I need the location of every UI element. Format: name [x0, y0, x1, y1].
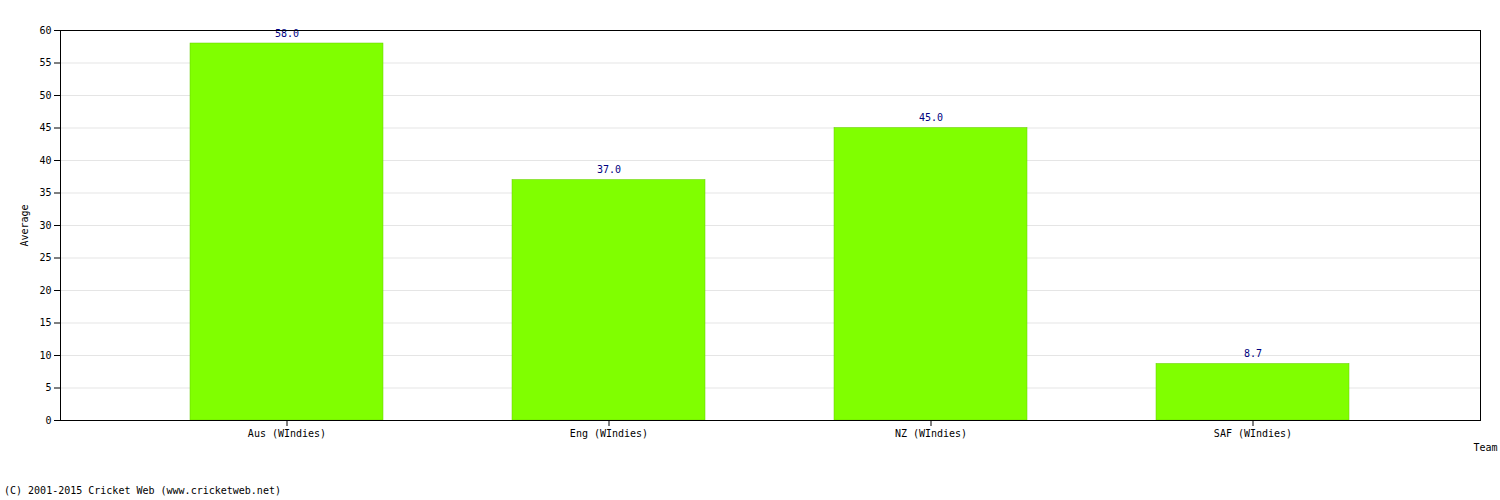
svg-text:Average: Average [19, 204, 30, 246]
svg-text:20: 20 [39, 285, 51, 296]
svg-text:0: 0 [45, 415, 51, 426]
svg-text:Aus (WIndies): Aus (WIndies) [248, 428, 326, 439]
svg-text:60: 60 [39, 25, 51, 36]
svg-text:SAF (WIndies): SAF (WIndies) [1214, 428, 1292, 439]
svg-text:10: 10 [39, 350, 51, 361]
svg-text:45.0: 45.0 [919, 112, 943, 123]
svg-text:Team: Team [1473, 442, 1497, 453]
svg-text:40: 40 [39, 155, 51, 166]
svg-text:15: 15 [39, 317, 51, 328]
svg-text:25: 25 [39, 252, 51, 263]
svg-text:8.7: 8.7 [1244, 348, 1262, 359]
svg-text:Eng (WIndies): Eng (WIndies) [570, 428, 648, 439]
svg-text:50: 50 [39, 90, 51, 101]
svg-text:NZ (WIndies): NZ (WIndies) [895, 428, 967, 439]
svg-text:5: 5 [45, 382, 51, 393]
svg-text:30: 30 [39, 220, 51, 231]
svg-text:37.0: 37.0 [597, 164, 621, 175]
svg-text:58.0: 58.0 [275, 28, 299, 39]
html-text:(C) 2001-2015 Cricket Web (www: (C) 2001-2015 Cricket Web (www.cricketwe… [4, 485, 281, 496]
svg-text:35: 35 [39, 187, 51, 198]
svg-text:45: 45 [39, 122, 51, 133]
svg-text:55: 55 [39, 57, 51, 68]
